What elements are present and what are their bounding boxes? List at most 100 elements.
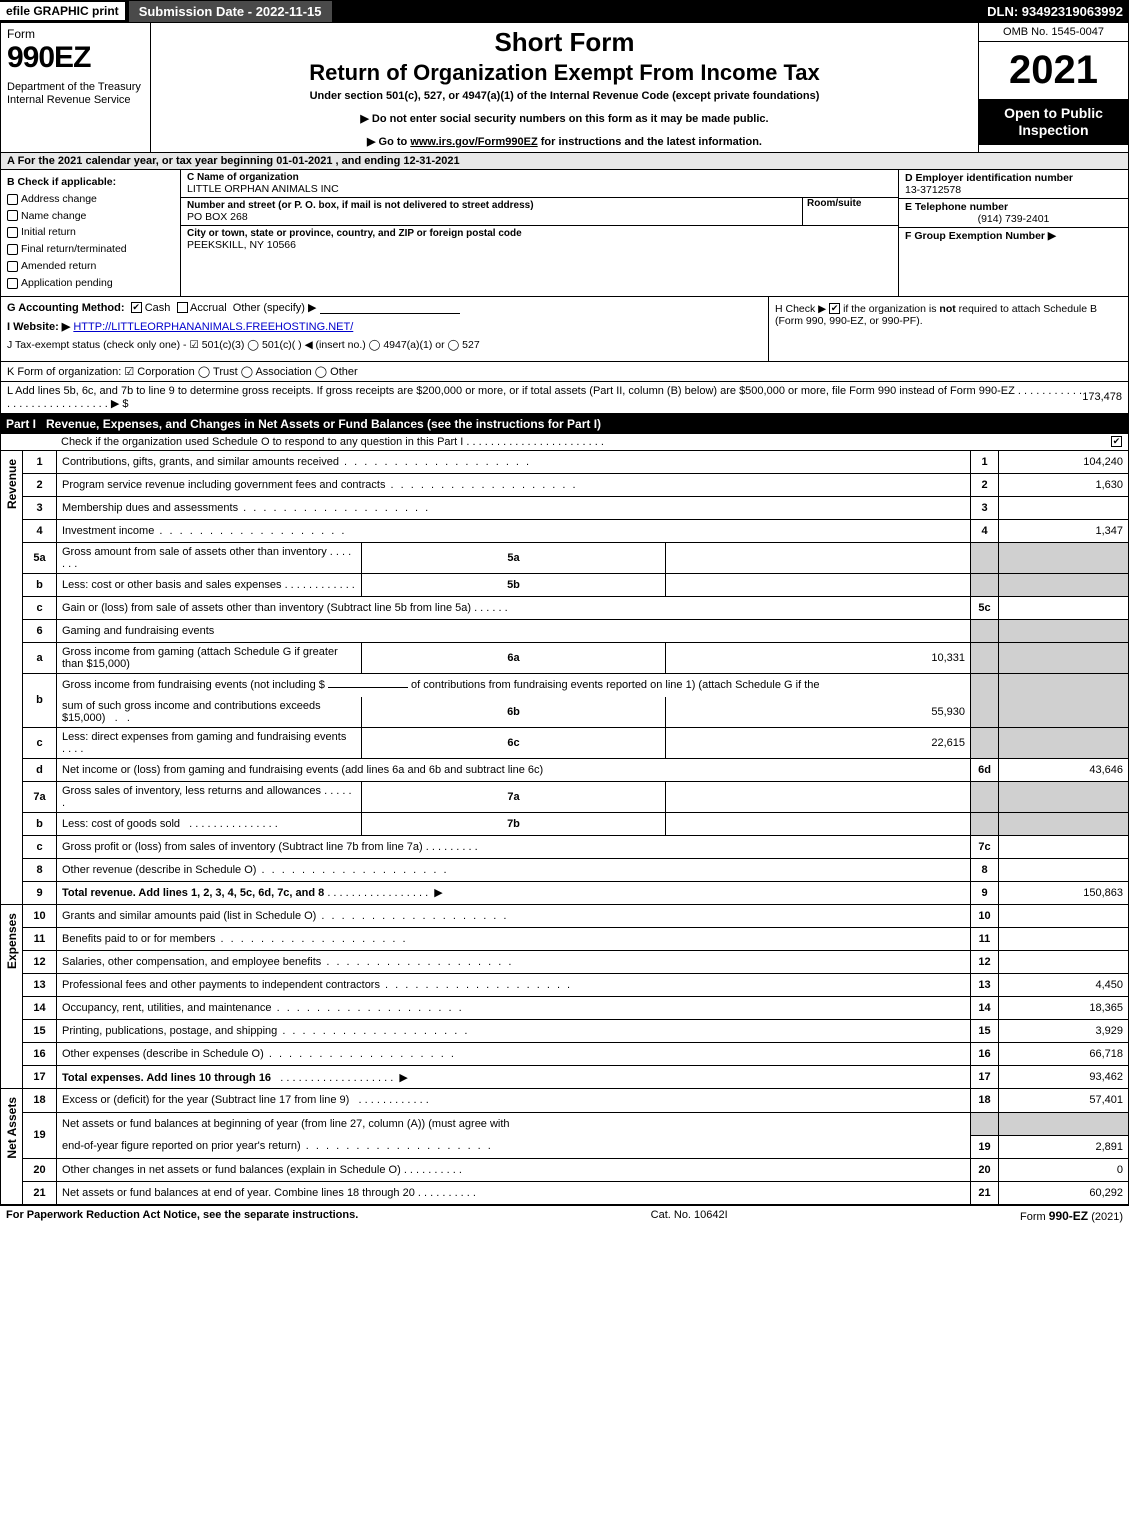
form-word: Form <box>7 27 144 41</box>
h-text1: H Check ▶ <box>775 303 829 315</box>
efile-print-label[interactable]: efile GRAPHIC print <box>0 2 125 20</box>
chk-accrual[interactable] <box>177 302 188 313</box>
c-street-value: PO BOX 268 <box>187 211 802 223</box>
form-header: Form 990EZ Department of the Treasury In… <box>0 22 1129 153</box>
line-14: 14Occupancy, rent, utilities, and mainte… <box>23 997 1129 1020</box>
top-bar: efile GRAPHIC print Submission Date - 20… <box>0 0 1129 22</box>
d-ein-cell: D Employer identification number 13-3712… <box>899 170 1128 199</box>
f-group-exemption-cell: F Group Exemption Number ▶ <box>899 228 1128 296</box>
l-text: L Add lines 5b, 6c, and 7b to line 9 to … <box>7 385 1082 410</box>
i-label: I Website: ▶ <box>7 321 70 333</box>
revenue-vertical-label: Revenue <box>0 451 22 905</box>
c-city-cell: City or town, state or province, country… <box>181 226 898 296</box>
line-9: 9Total revenue. Add lines 1, 2, 3, 4, 5c… <box>23 881 1129 904</box>
submission-date-label: Submission Date - 2022-11-15 <box>129 1 332 22</box>
c-name-label: C Name of organization <box>187 172 892 183</box>
line-15: 15Printing, publications, postage, and s… <box>23 1020 1129 1043</box>
footer-paperwork: For Paperwork Reduction Act Notice, see … <box>6 1209 358 1223</box>
e-value: (914) 739-2401 <box>905 213 1122 225</box>
c-name-value: LITTLE ORPHAN ANIMALS INC <box>187 183 892 195</box>
chk-final-return[interactable]: Final return/terminated <box>7 241 174 258</box>
row-a-calendar-year: A For the 2021 calendar year, or tax yea… <box>0 153 1129 170</box>
column-b-checkboxes: B Check if applicable: Address change Na… <box>1 170 181 296</box>
line-11: 11Benefits paid to or for members11 <box>23 928 1129 951</box>
department-label: Department of the Treasury Internal Reve… <box>7 81 144 107</box>
line-17: 17Total expenses. Add lines 10 through 1… <box>23 1066 1129 1089</box>
line-6a: aGross income from gaming (attach Schedu… <box>23 643 1129 674</box>
line-5b: bLess: cost or other basis and sales exp… <box>23 574 1129 597</box>
line-6b-1: bGross income from fundraising events (n… <box>23 674 1129 697</box>
d-value: 13-3712578 <box>905 184 1122 196</box>
line-3: 3Membership dues and assessments3 <box>23 497 1129 520</box>
line-12: 12Salaries, other compensation, and empl… <box>23 951 1129 974</box>
chk-cash[interactable] <box>131 302 142 313</box>
line-19-2: end-of-year figure reported on prior yea… <box>23 1135 1129 1158</box>
part-i-sub-text: Check if the organization used Schedule … <box>61 436 604 448</box>
part-i-subheader: Check if the organization used Schedule … <box>0 434 1129 451</box>
line-2: 2Program service revenue including gover… <box>23 474 1129 497</box>
line-4: 4Investment income41,347 <box>23 520 1129 543</box>
c-street-label: Number and street (or P. O. box, if mail… <box>187 200 802 211</box>
chk-application-pending[interactable]: Application pending <box>7 275 174 292</box>
header-center: Short Form Return of Organization Exempt… <box>151 23 978 152</box>
line-7c: cGross profit or (loss) from sales of in… <box>23 835 1129 858</box>
l-amount: 173,478 <box>1082 391 1122 403</box>
c-room-label: Room/suite <box>807 198 892 209</box>
c-city-label: City or town, state or province, country… <box>187 228 892 239</box>
line-7a: 7aGross sales of inventory, less returns… <box>23 781 1129 812</box>
revenue-section: Revenue 1Contributions, gifts, grants, a… <box>0 451 1129 905</box>
line-5a: 5aGross amount from sale of assets other… <box>23 543 1129 574</box>
e-phone-cell: E Telephone number (914) 739-2401 <box>899 199 1128 228</box>
h-not: not <box>939 303 955 315</box>
h-text2: if the organization is <box>843 303 939 315</box>
irs-link[interactable]: www.irs.gov/Form990EZ <box>410 136 537 148</box>
expenses-section: Expenses 10Grants and similar amounts pa… <box>0 905 1129 1090</box>
net-assets-section: Net Assets 18Excess or (deficit) for the… <box>0 1089 1129 1205</box>
footer-catno: Cat. No. 10642I <box>651 1209 728 1223</box>
expenses-table: 10Grants and similar amounts paid (list … <box>22 905 1129 1090</box>
page-footer: For Paperwork Reduction Act Notice, see … <box>0 1205 1129 1226</box>
g-label: G Accounting Method: <box>7 302 125 314</box>
expenses-vertical-label: Expenses <box>0 905 22 1090</box>
chk-name-change[interactable]: Name change <box>7 208 174 225</box>
section-g-h-i-j: G Accounting Method: Cash Accrual Other … <box>0 297 1129 362</box>
omb-number: OMB No. 1545-0047 <box>979 23 1128 42</box>
dln-label: DLN: 93492319063992 <box>987 4 1129 19</box>
chk-schedule-b[interactable] <box>829 303 840 314</box>
ghi-left: G Accounting Method: Cash Accrual Other … <box>1 297 768 361</box>
chk-address-change[interactable]: Address change <box>7 191 174 208</box>
line-10: 10Grants and similar amounts paid (list … <box>23 905 1129 928</box>
other-specify-input[interactable] <box>320 302 460 314</box>
section-b-through-f: B Check if applicable: Address change Na… <box>0 170 1129 297</box>
line-18: 18Excess or (deficit) for the year (Subt… <box>23 1089 1129 1112</box>
form-number: 990EZ <box>7 41 144 75</box>
j-tax-exempt-row: J Tax-exempt status (check only one) - ☑… <box>7 339 762 351</box>
i-website-row: I Website: ▶ HTTP://LITTLEORPHANANIMALS.… <box>7 320 762 333</box>
e-label: E Telephone number <box>905 201 1122 213</box>
short-form-title: Short Form <box>159 27 970 58</box>
h-text3: required to attach Schedule B <box>959 303 1097 315</box>
line-6b-2: sum of such gross income and contributio… <box>23 697 1129 728</box>
header-right: OMB No. 1545-0047 2021 Open to Public In… <box>978 23 1128 152</box>
g-accounting-row: G Accounting Method: Cash Accrual Other … <box>7 301 762 314</box>
chk-initial-return[interactable]: Initial return <box>7 224 174 241</box>
footer-form-ref: Form 990-EZ (2021) <box>1020 1209 1123 1223</box>
line-8: 8Other revenue (describe in Schedule O)8 <box>23 858 1129 881</box>
website-link[interactable]: HTTP://LITTLEORPHANANIMALS.FREEHOSTING.N… <box>73 321 353 333</box>
chk-schedule-o[interactable] <box>1111 436 1122 448</box>
goto-pre: ▶ Go to <box>367 136 410 148</box>
net-assets-vertical-label: Net Assets <box>0 1089 22 1205</box>
c-name-cell: C Name of organization LITTLE ORPHAN ANI… <box>181 170 898 198</box>
line-6c: cLess: direct expenses from gaming and f… <box>23 727 1129 758</box>
f-label: F Group Exemption Number ▶ <box>905 230 1122 242</box>
h-schedule-b-box: H Check ▶ if the organization is not req… <box>768 297 1128 361</box>
part-i-title: Revenue, Expenses, and Changes in Net As… <box>46 417 601 431</box>
column-c-org-info: C Name of organization LITTLE ORPHAN ANI… <box>181 170 898 296</box>
c-street-cell: Number and street (or P. O. box, if mail… <box>181 198 898 226</box>
bullet-ssn: ▶ Do not enter social security numbers o… <box>159 112 970 125</box>
column-d-e-f: D Employer identification number 13-3712… <box>898 170 1128 296</box>
under-section-text: Under section 501(c), 527, or 4947(a)(1)… <box>159 90 970 102</box>
line-21: 21Net assets or fund balances at end of … <box>23 1181 1129 1204</box>
chk-amended-return[interactable]: Amended return <box>7 258 174 275</box>
line-16: 16Other expenses (describe in Schedule O… <box>23 1043 1129 1066</box>
